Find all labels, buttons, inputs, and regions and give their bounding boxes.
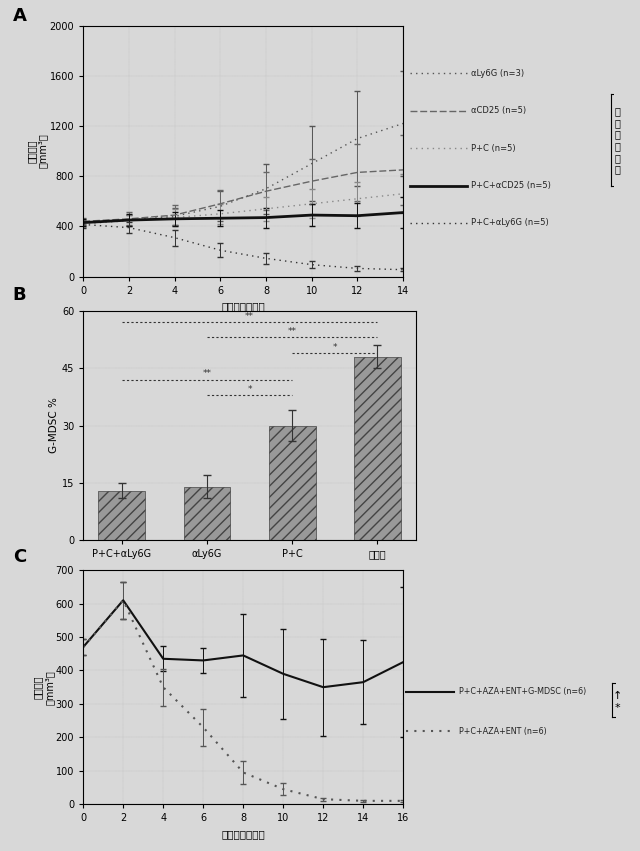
Text: ↑
*: ↑ * <box>613 691 622 713</box>
Bar <box>354 357 401 540</box>
Text: P+C+AZA+ENT+G-MDSC (n=6): P+C+AZA+ENT+G-MDSC (n=6) <box>459 687 586 696</box>
Text: P+C+αCD25 (n=5): P+C+αCD25 (n=5) <box>471 181 551 190</box>
Y-axis label: G-MDSC %: G-MDSC % <box>49 397 59 454</box>
Text: αLy6G (n=3): αLy6G (n=3) <box>471 69 524 77</box>
Y-axis label: 腫瘍体積
（mm³）: 腫瘍体積 （mm³） <box>26 134 48 168</box>
Text: **: ** <box>202 369 211 379</box>
Text: P+C+AZA+ENT (n=6): P+C+AZA+ENT (n=6) <box>459 727 547 736</box>
Text: **: ** <box>288 328 297 336</box>
Text: 有
意
で
は
な
い: 有 意 で は な い <box>614 106 621 174</box>
Text: *: * <box>333 343 337 351</box>
Text: B: B <box>13 286 26 304</box>
Text: P+C+αLy6G (n=5): P+C+αLy6G (n=5) <box>471 219 548 227</box>
X-axis label: 日数（治療後）: 日数（治療後） <box>221 301 265 311</box>
Text: αCD25 (n=5): αCD25 (n=5) <box>471 106 526 115</box>
Bar <box>269 426 316 540</box>
Text: **: ** <box>245 312 254 321</box>
X-axis label: 日数（治療後）: 日数（治療後） <box>221 829 265 839</box>
Bar <box>99 490 145 540</box>
Text: A: A <box>13 8 27 26</box>
Text: P+C (n=5): P+C (n=5) <box>471 144 516 152</box>
Bar <box>184 487 230 540</box>
Text: *: * <box>247 385 252 394</box>
Text: C: C <box>13 548 26 566</box>
Y-axis label: 腫瘍体積
（mm³）: 腫瘍体積 （mm³） <box>33 670 54 705</box>
